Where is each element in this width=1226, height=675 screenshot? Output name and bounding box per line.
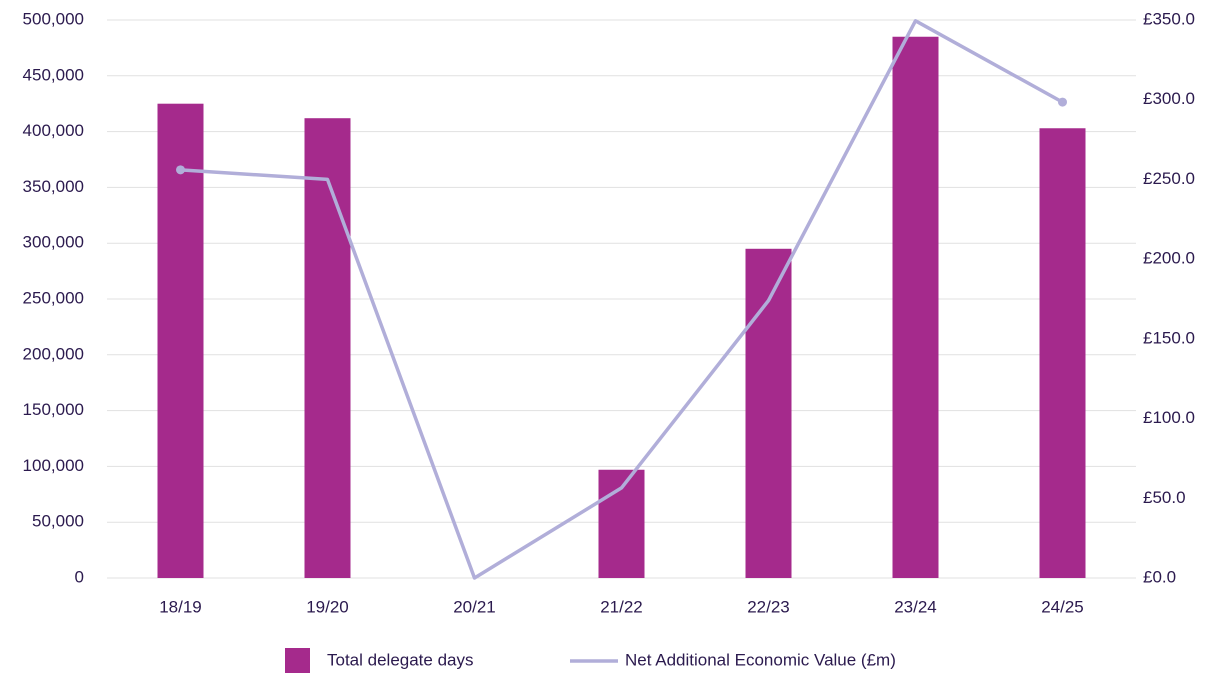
line-marker bbox=[1058, 97, 1067, 107]
y-tick-label: 0 bbox=[75, 567, 84, 586]
y-tick-label: 50,000 bbox=[32, 512, 84, 531]
bar bbox=[304, 118, 351, 578]
line bbox=[180, 19, 1064, 580]
bar bbox=[157, 103, 204, 578]
y-tick-label: 300,000 bbox=[23, 233, 84, 252]
legend-label: Net Additional Economic Value (£m) bbox=[625, 650, 896, 669]
y2-tick-label: £250.0 bbox=[1143, 169, 1195, 188]
x-tick-label: 20/21 bbox=[453, 597, 496, 616]
line-marker bbox=[176, 165, 185, 175]
y-tick-label: 450,000 bbox=[23, 65, 84, 84]
y-tick-label: 150,000 bbox=[23, 400, 84, 419]
y-tick-label: 250,000 bbox=[23, 288, 84, 307]
bar bbox=[745, 248, 792, 578]
bar bbox=[892, 36, 939, 579]
x-tick-label: 23/24 bbox=[894, 597, 937, 616]
y2-tick-label: £300.0 bbox=[1143, 89, 1195, 108]
y2-tick-label: £150.0 bbox=[1143, 328, 1195, 347]
y-tick-label: 350,000 bbox=[23, 177, 84, 196]
x-tick-label: 18/19 bbox=[159, 597, 202, 616]
y-tick-label: 400,000 bbox=[23, 121, 84, 140]
x-tick-label: 24/25 bbox=[1041, 597, 1084, 616]
x-tick-label: 19/20 bbox=[306, 597, 349, 616]
y2-tick-label: £200.0 bbox=[1143, 249, 1195, 268]
legend-swatch bbox=[285, 648, 310, 673]
y-tick-label: 100,000 bbox=[23, 456, 84, 475]
y2-tick-label: £50.0 bbox=[1143, 488, 1186, 507]
y2-tick-label: £0.0 bbox=[1143, 567, 1176, 586]
y-tick-label: 200,000 bbox=[23, 344, 84, 363]
y-tick-label: 500,000 bbox=[23, 9, 84, 28]
y2-tick-label: £100.0 bbox=[1143, 408, 1195, 427]
y2-tick-label: £350.0 bbox=[1143, 9, 1195, 28]
bar bbox=[1039, 128, 1086, 578]
x-tick-label: 22/23 bbox=[747, 597, 790, 616]
legend-label: Total delegate days bbox=[327, 650, 474, 669]
x-tick-label: 21/22 bbox=[600, 597, 643, 616]
